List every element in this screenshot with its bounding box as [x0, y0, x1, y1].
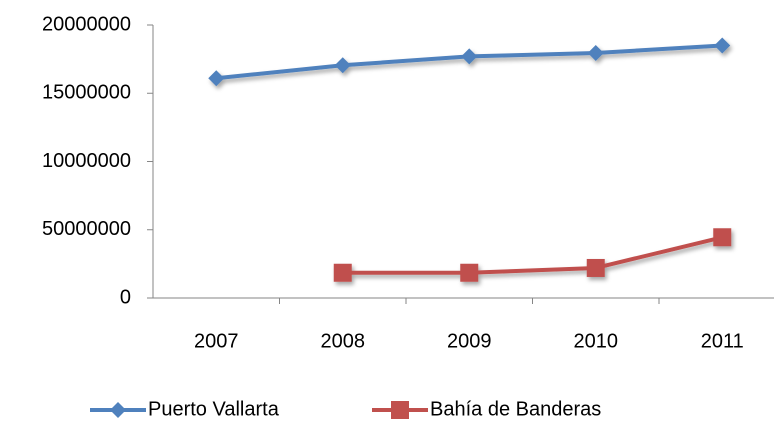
- x-tick-label: 2010: [574, 330, 619, 352]
- x-tick-label: 2008: [321, 330, 366, 352]
- point: [208, 70, 225, 87]
- point: [587, 44, 604, 61]
- series: [333, 228, 732, 282]
- y-tick-label: 20000000: [42, 13, 131, 35]
- x-tick-label: 2011: [701, 330, 744, 352]
- point: [714, 37, 731, 54]
- line: [342, 235, 723, 275]
- y-tick-label: 10000000: [42, 150, 131, 172]
- y-tick-label: 50000000: [42, 218, 131, 240]
- legend-label: Bahía de Banderas: [430, 398, 601, 420]
- legend-marker: [110, 402, 126, 418]
- legend-marker: [391, 401, 409, 419]
- x-tick-label: 2009: [447, 330, 492, 352]
- legend-label: Puerto Vallarta: [148, 398, 280, 420]
- point: [586, 258, 605, 277]
- series: [208, 37, 731, 87]
- point: [713, 228, 732, 247]
- point: [334, 57, 351, 74]
- point: [461, 48, 478, 65]
- x-tick-label: 2007: [194, 330, 239, 352]
- y-tick-label: 0: [120, 286, 131, 308]
- point: [333, 263, 352, 282]
- point: [460, 263, 479, 282]
- y-tick-label: 15000000: [42, 82, 131, 104]
